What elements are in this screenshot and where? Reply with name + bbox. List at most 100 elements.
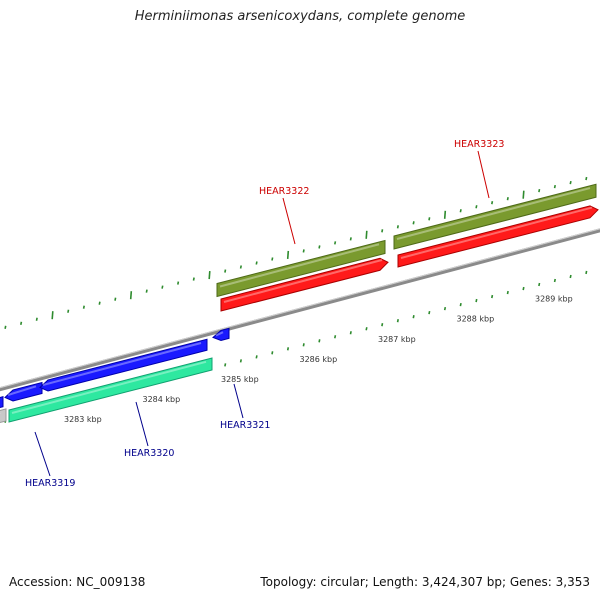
- accession-text: Accession: NC_009138: [9, 575, 146, 589]
- inner-tick: [349, 331, 352, 335]
- inner-tick: [491, 294, 494, 299]
- outer-tick: [428, 217, 431, 221]
- outer-tick: [491, 201, 494, 205]
- cds-feature-hear3322-shine: [223, 259, 383, 303]
- tick-label: 3289 kbp: [535, 295, 573, 304]
- outer-tick: [506, 197, 509, 201]
- inner-tick: [412, 315, 415, 319]
- gene-label-hear3320: HEAR3320: [124, 448, 174, 459]
- inner-tick: [428, 310, 431, 315]
- inner-tick: [334, 335, 337, 339]
- outer-tick: [239, 265, 242, 269]
- inner-tick: [553, 278, 556, 283]
- inner-tick: [255, 355, 258, 359]
- outer-tick: [192, 277, 195, 281]
- cds-feature-hear3320: [39, 338, 208, 392]
- outer-tick: [475, 205, 478, 209]
- tick-label: 3283 kbp: [64, 415, 102, 424]
- inner-tick: [443, 306, 447, 311]
- tick-label: 3284 kbp: [143, 395, 181, 404]
- outer-tick: [585, 176, 588, 181]
- outer-tick: [224, 269, 227, 273]
- outer-tick: [35, 317, 38, 321]
- inner-tick: [224, 363, 227, 367]
- cds-feature-hear3322: [220, 257, 389, 312]
- gene-label-hear3322: HEAR3322: [259, 186, 309, 197]
- cds-feature-hear3321-shine: [215, 331, 224, 337]
- backbone-line: [0, 228, 600, 392]
- cds-feature-hear3323: [397, 205, 599, 268]
- inner-tick: [286, 347, 290, 351]
- gene-feature-partial: [0, 408, 7, 423]
- outer-tick: [538, 188, 541, 193]
- outer-tick: [4, 325, 7, 329]
- outer-tick: [286, 250, 290, 260]
- inner-tick: [396, 319, 399, 323]
- gene-label-hear3323: HEAR3323: [454, 139, 504, 150]
- inner-tick: [538, 282, 541, 287]
- outer-tick: [302, 249, 305, 253]
- inner-tick: [239, 359, 242, 363]
- outer-tick: [349, 237, 352, 241]
- outer-tick: [569, 180, 572, 185]
- leader-line-hear3322: [282, 197, 296, 245]
- outer-tick: [412, 221, 415, 225]
- outer-tick: [67, 309, 70, 313]
- inner-tick: [506, 290, 509, 295]
- inner-tick: [569, 274, 572, 279]
- outer-tick: [365, 230, 368, 239]
- gene-label-hear3319: HEAR3319: [25, 478, 75, 489]
- outer-tick: [177, 281, 180, 285]
- leader-line-hear3319: [34, 431, 51, 477]
- inner-tick: [365, 327, 368, 331]
- gene-feature-hear3322: [216, 239, 386, 298]
- inner-tick: [585, 270, 588, 275]
- outer-tick: [318, 245, 321, 249]
- leader-line-hear3323: [477, 150, 490, 199]
- tick-label: 3285 kbp: [221, 375, 259, 384]
- tick-label: 3287 kbp: [378, 335, 416, 344]
- tick-label: 3286 kbp: [300, 355, 338, 364]
- outer-tick: [161, 285, 164, 289]
- gene-feature-hear3322-shine: [219, 243, 380, 288]
- leader-line-hear3320: [135, 401, 149, 447]
- outer-tick: [381, 229, 384, 233]
- outer-tick: [129, 291, 133, 300]
- inner-tick: [381, 323, 384, 327]
- inner-tick: [318, 339, 321, 343]
- outer-tick: [553, 184, 556, 189]
- gene-feature-hear3320-shine: [11, 360, 207, 414]
- outer-tick: [255, 261, 258, 265]
- cds-feature-partial: [0, 396, 4, 408]
- outer-tick: [208, 270, 211, 280]
- outer-tick: [51, 311, 54, 320]
- gene-label-hear3321: HEAR3321: [220, 420, 270, 431]
- outer-tick: [334, 241, 337, 245]
- map-title: Herminiimonas arsenicoxydans, complete g…: [134, 9, 466, 24]
- leader-line-hear3321: [233, 383, 244, 419]
- outer-tick: [20, 321, 23, 325]
- outer-tick: [114, 297, 117, 301]
- outer-tick: [443, 210, 447, 219]
- cds-feature-hear3319: [4, 381, 43, 402]
- cds-feature-hear3320-shine: [42, 342, 202, 386]
- cds-feature-hear3321: [212, 327, 230, 341]
- inner-tick: [475, 298, 478, 303]
- topology-text: Topology: circular; Length: 3,424,307 bp…: [260, 575, 590, 589]
- tick-label: 3288 kbp: [457, 315, 495, 324]
- gene-feature-hear3320: [8, 357, 213, 423]
- backbone-highlight: [0, 228, 600, 389]
- outer-tick: [271, 257, 274, 261]
- gene-feature-hear3323-shine: [396, 187, 591, 240]
- cds-feature-hear3323-shine: [400, 206, 593, 259]
- inner-tick: [459, 302, 462, 307]
- outer-tick: [82, 305, 85, 309]
- gene-feature-hear3323: [393, 183, 597, 250]
- inner-tick: [522, 286, 525, 291]
- outer-tick: [98, 301, 101, 305]
- cds-feature-hear3319-shine: [7, 385, 37, 396]
- inner-tick: [302, 343, 305, 347]
- outer-tick: [145, 289, 148, 293]
- outer-tick: [396, 225, 399, 229]
